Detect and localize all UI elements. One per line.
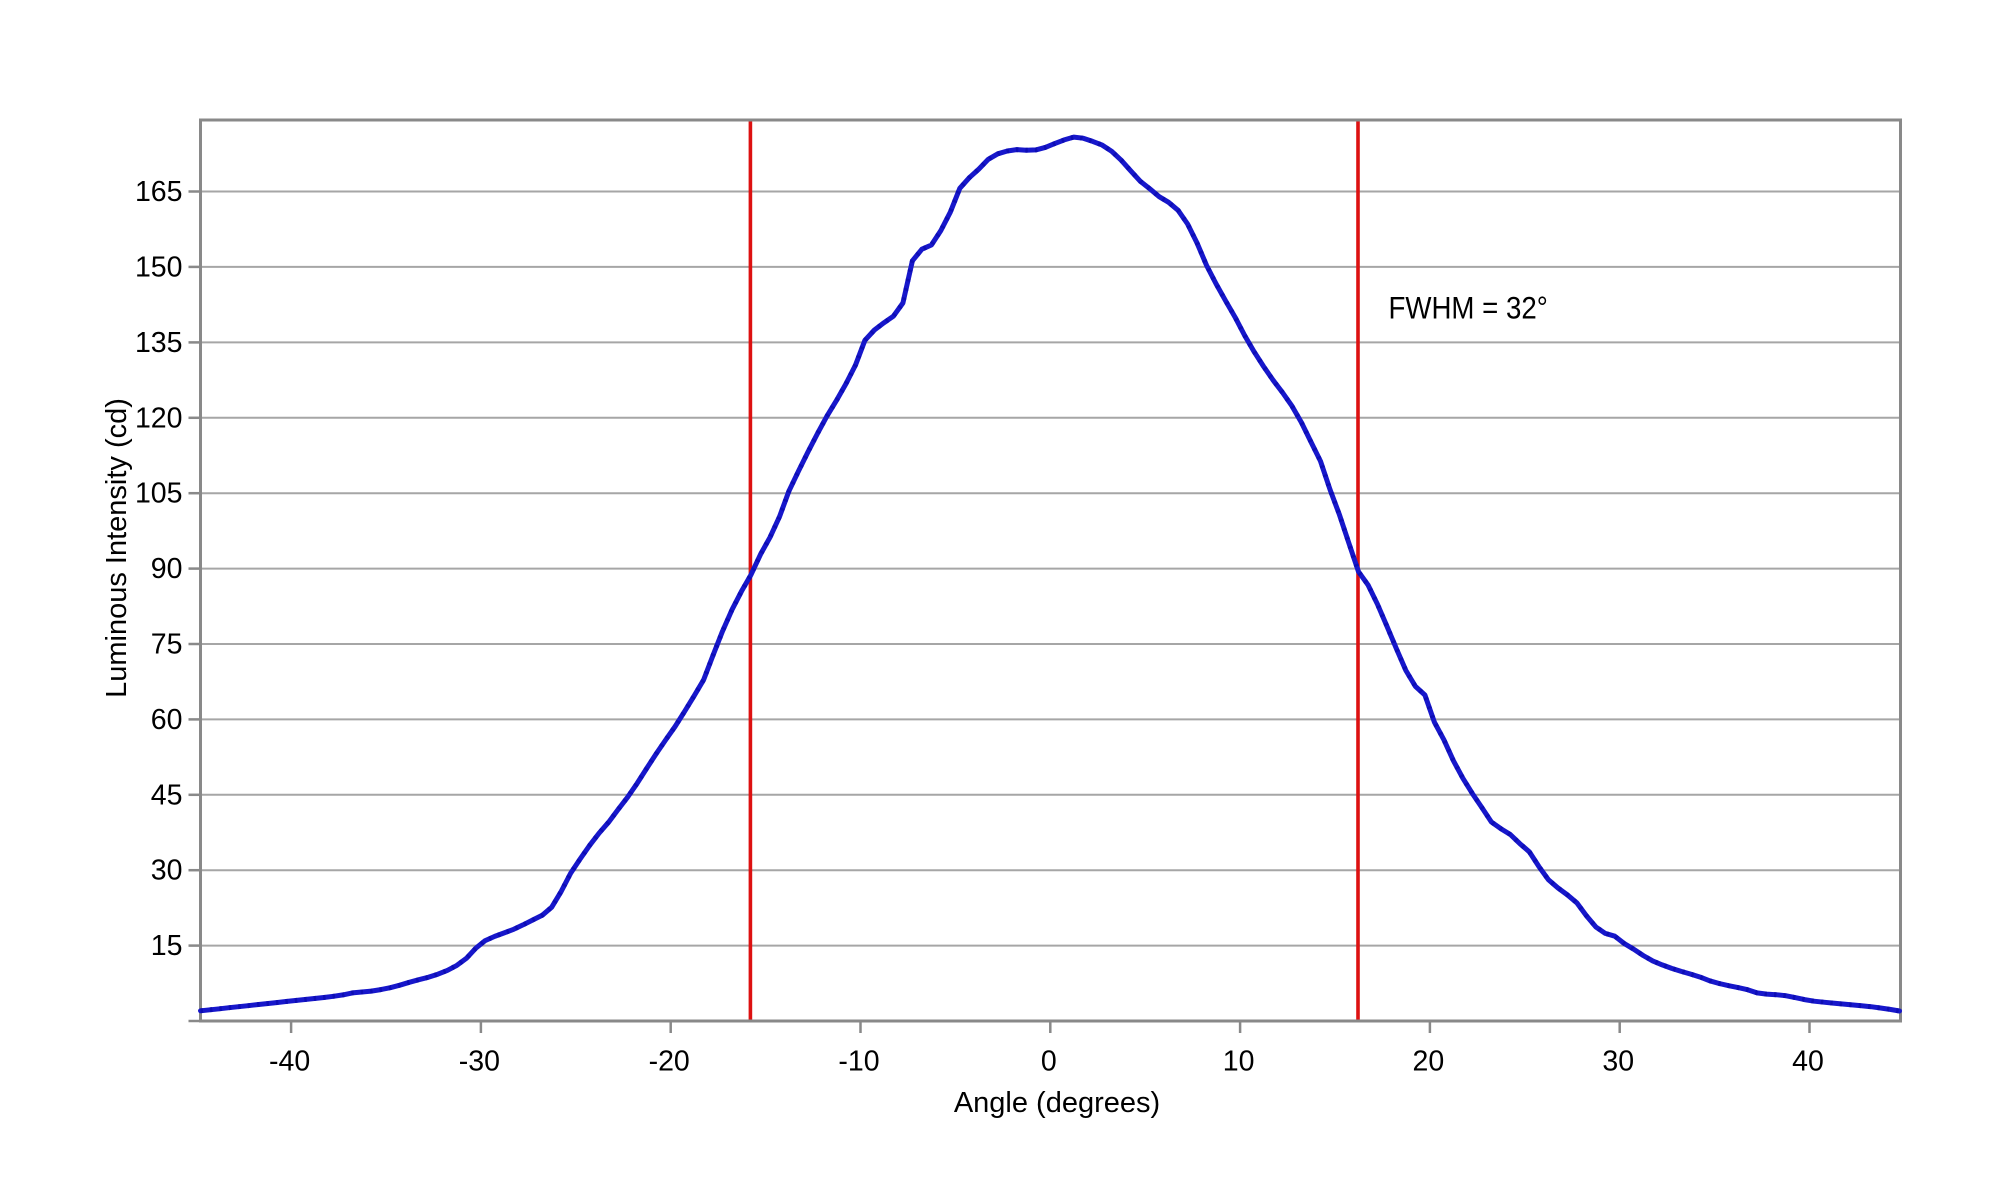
svg-text:-40: -40 <box>269 1046 310 1078</box>
svg-text:120: 120 <box>135 402 183 434</box>
svg-text:150: 150 <box>135 251 183 283</box>
svg-text:30: 30 <box>151 855 183 887</box>
svg-text:60: 60 <box>151 704 183 736</box>
svg-text:0: 0 <box>1041 1046 1057 1078</box>
svg-text:105: 105 <box>135 478 183 510</box>
svg-text:-30: -30 <box>459 1046 500 1078</box>
svg-text:40: 40 <box>1792 1046 1824 1078</box>
svg-text:-20: -20 <box>649 1046 690 1078</box>
svg-text:FWHM = 32°: FWHM = 32° <box>1389 291 1548 326</box>
svg-text:30: 30 <box>1602 1046 1634 1078</box>
svg-text:165: 165 <box>135 176 183 208</box>
svg-text:-10: -10 <box>838 1046 879 1078</box>
svg-text:45: 45 <box>151 779 183 811</box>
svg-text:20: 20 <box>1413 1046 1445 1078</box>
svg-text:Angle (degrees): Angle (degrees) <box>954 1087 1160 1119</box>
svg-text:135: 135 <box>135 327 183 359</box>
svg-text:Luminous Intensity (cd): Luminous Intensity (cd) <box>101 398 133 698</box>
svg-text:10: 10 <box>1223 1046 1255 1078</box>
svg-text:75: 75 <box>151 629 183 661</box>
svg-text:15: 15 <box>151 930 183 962</box>
svg-text:90: 90 <box>151 553 183 585</box>
